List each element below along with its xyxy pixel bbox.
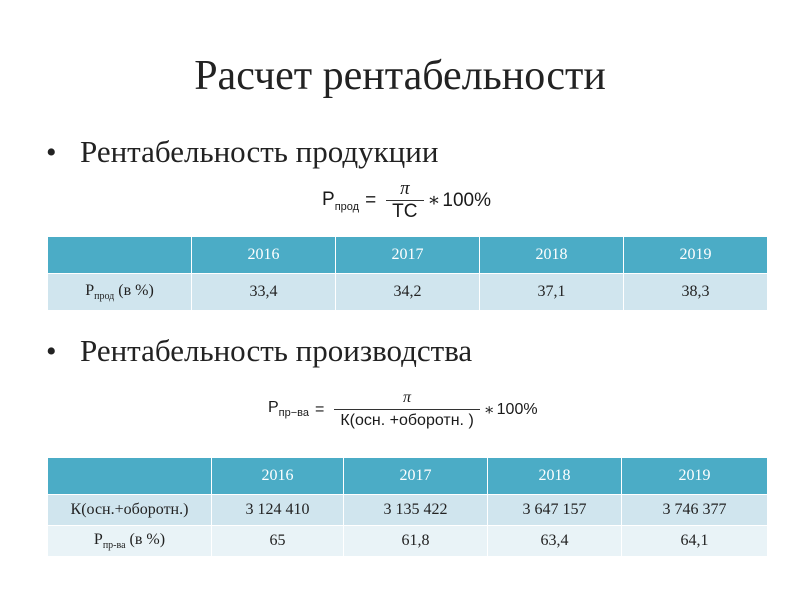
value-cell: 3 647 157 <box>487 494 622 526</box>
formula-equals: = <box>365 189 377 211</box>
table-header-row: 2016 2017 2018 2019 <box>47 236 768 274</box>
formula-times: ∗ <box>483 401 495 419</box>
bullet-product-profitability: • Рентабельность продукции <box>46 132 438 173</box>
value-cell: 3 746 377 <box>621 494 768 526</box>
formula-percent: 100% <box>496 400 538 418</box>
formula-fraction: π К(осн. +оборотн. ) <box>334 387 480 432</box>
value-cell: 34,2 <box>335 273 480 311</box>
bullet-marker: • <box>46 136 57 169</box>
value-cell: 61,8 <box>343 525 488 557</box>
header-cell-2019: 2019 <box>623 236 768 274</box>
bullet-production-profitability: • Рентабельность производства <box>46 331 472 372</box>
row-label-cell: Рпр-ва (в %) <box>47 525 212 557</box>
formula-production-profitability: Рпр−ва = π К(осн. +оборотн. ) ∗ 100% <box>268 387 538 432</box>
formula-equals: = <box>315 400 325 418</box>
formula-times: ∗ <box>427 190 441 211</box>
value-cell: 38,3 <box>623 273 768 311</box>
value-cell: 64,1 <box>621 525 768 557</box>
bullet-text: Рентабельность производства <box>80 333 473 368</box>
table-row: Рпрод (в %) 33,4 34,2 37,1 38,3 <box>47 273 768 311</box>
product-profitability-table: 2016 2017 2018 2019 Рпрод (в %) 33,4 34,… <box>47 236 768 311</box>
header-cell-2017: 2017 <box>335 236 480 274</box>
bullet-marker: • <box>46 335 57 368</box>
row-label-cell: К(осн.+оборотн.) <box>47 494 212 526</box>
formula-lhs-sub: прод <box>334 200 360 213</box>
value-cell: 63,4 <box>487 525 622 557</box>
table-row: Рпр-ва (в %) 65 61,8 63,4 64,1 <box>47 525 768 557</box>
bullet-text: Рентабельность продукции <box>80 134 439 169</box>
formula-lhs-base: Р <box>322 188 335 210</box>
formula-denominator: К(осн. +оборотн. ) <box>334 409 480 432</box>
header-cell-empty <box>47 457 212 495</box>
header-cell-2018: 2018 <box>487 457 622 495</box>
production-profitability-table: 2016 2017 2018 2019 К(осн.+оборотн.) 3 1… <box>47 457 768 557</box>
table-header-row: 2016 2017 2018 2019 <box>47 457 768 495</box>
row-label-suffix: (в %) <box>114 281 154 299</box>
formula-lhs-sub: пр−ва <box>278 407 310 420</box>
row-label-suffix: (в %) <box>125 530 166 548</box>
formula-numerator: π <box>400 178 410 199</box>
formula-denominator: ТС <box>386 200 424 223</box>
formula-lhs: Рпр−ва <box>268 399 309 419</box>
value-cell: 33,4 <box>191 273 336 311</box>
formula-fraction: π ТС <box>386 178 424 223</box>
header-cell-2018: 2018 <box>479 236 624 274</box>
formula-product-profitability: Рпрод = π ТС ∗ 100% <box>322 178 491 223</box>
formula-lhs: Рпрод <box>322 189 359 213</box>
value-cell: 3 124 410 <box>211 494 344 526</box>
value-cell: 3 135 422 <box>343 494 488 526</box>
formula-numerator: π <box>403 389 412 406</box>
formula-lhs-base: Р <box>268 399 279 417</box>
slide-title: Расчет рентабельности <box>194 53 606 99</box>
value-cell: 65 <box>211 525 344 557</box>
header-cell-2016: 2016 <box>211 457 344 495</box>
header-cell-empty <box>47 236 192 274</box>
row-label-sub: прод <box>94 291 115 303</box>
row-label-cell: Рпрод (в %) <box>47 273 192 311</box>
header-cell-2016: 2016 <box>191 236 336 274</box>
row-label-base: Р <box>85 281 95 299</box>
formula-percent: 100% <box>442 189 492 211</box>
header-cell-2019: 2019 <box>621 457 768 495</box>
header-cell-2017: 2017 <box>343 457 488 495</box>
value-cell: 37,1 <box>479 273 624 311</box>
row-label-sub: пр-ва <box>102 540 126 552</box>
row-label-base: Р <box>93 530 103 548</box>
table-row: К(осн.+оборотн.) 3 124 410 3 135 422 3 6… <box>47 494 768 526</box>
